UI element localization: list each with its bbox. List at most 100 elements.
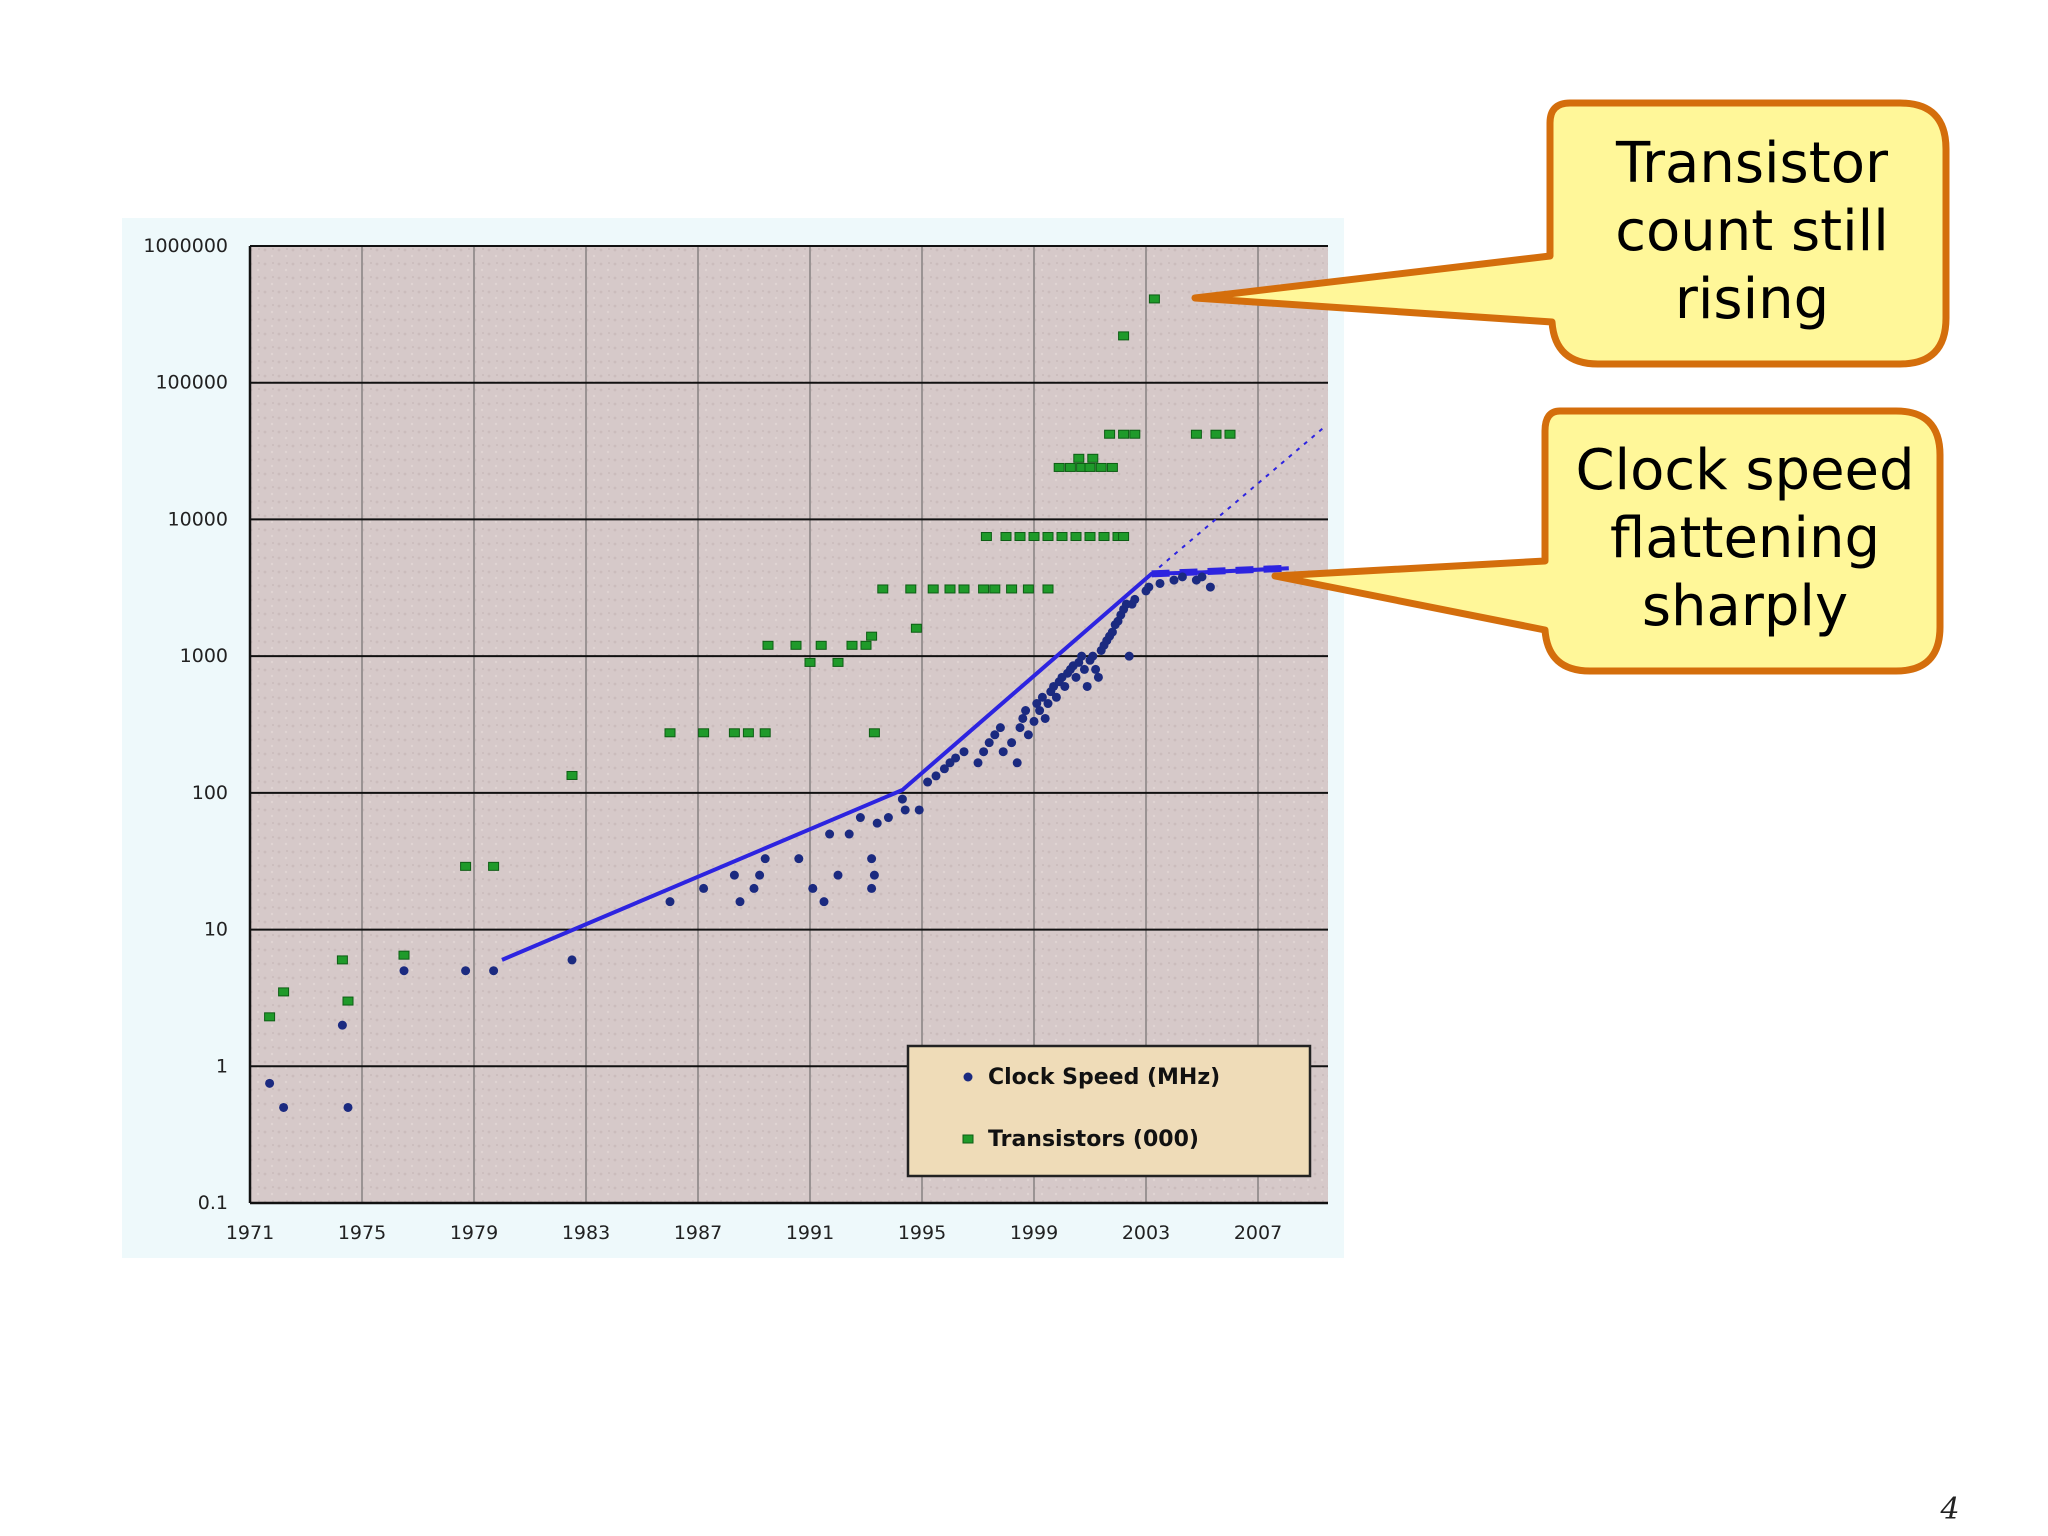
transistor-point bbox=[989, 584, 1001, 594]
clock-point bbox=[900, 805, 910, 815]
clock-point bbox=[1032, 699, 1042, 709]
x-tick-label: 1975 bbox=[338, 1222, 386, 1244]
transistor-point bbox=[1129, 429, 1141, 439]
clock-point bbox=[998, 747, 1008, 757]
transistor-point bbox=[336, 955, 348, 965]
transistor-point bbox=[742, 728, 754, 738]
transistor-point bbox=[1014, 532, 1026, 542]
y-tick-label: 1000 bbox=[180, 645, 228, 667]
transistor-point bbox=[762, 640, 774, 650]
transistor-point bbox=[1095, 462, 1107, 472]
legend-transistor-label: Transistors (000) bbox=[988, 1127, 1199, 1152]
clock-point bbox=[1021, 706, 1031, 716]
clock-point bbox=[951, 753, 961, 763]
clock-point bbox=[567, 955, 577, 965]
transistor-point bbox=[1148, 294, 1160, 304]
transistor-point bbox=[1070, 532, 1082, 542]
clock-point bbox=[867, 854, 877, 864]
clock-point bbox=[833, 870, 843, 880]
clock-point bbox=[755, 870, 765, 880]
transistor-point bbox=[1118, 429, 1130, 439]
transistor-point bbox=[728, 728, 740, 738]
transistor-point bbox=[1098, 532, 1110, 542]
clock-point bbox=[1051, 692, 1061, 702]
clock-point bbox=[872, 818, 882, 828]
clock-point bbox=[1177, 572, 1187, 582]
y-tick-label: 100000 bbox=[155, 372, 228, 394]
clock-point bbox=[931, 771, 941, 781]
clock-point bbox=[825, 829, 835, 839]
clock-point bbox=[1124, 651, 1134, 661]
transistor-point bbox=[978, 584, 990, 594]
clock-point bbox=[489, 966, 499, 976]
transistor-point bbox=[1210, 429, 1222, 439]
clock-point bbox=[343, 1102, 353, 1112]
transistor-point bbox=[1064, 462, 1076, 472]
transistor-point bbox=[958, 584, 970, 594]
y-tick-label: 10 bbox=[204, 919, 228, 941]
clock-point bbox=[1023, 730, 1033, 740]
transistor-point bbox=[1042, 584, 1054, 594]
callout-clock: Clock speed flattening sharply bbox=[1271, 407, 1944, 675]
transistor-point bbox=[944, 584, 956, 594]
transistor-point bbox=[1056, 532, 1068, 542]
clock-point bbox=[1155, 578, 1165, 588]
clock-point bbox=[1077, 651, 1087, 661]
clock-point bbox=[959, 747, 969, 757]
chart-panel: 1971 1975 1979 1983 1987 1991 1995 1999 2003 2007… bbox=[122, 218, 1344, 1258]
transistor-point bbox=[804, 657, 816, 667]
plot-area bbox=[250, 246, 1328, 1203]
transistor-point bbox=[398, 950, 410, 960]
transistor-point bbox=[566, 770, 578, 780]
clock-point bbox=[1018, 713, 1028, 723]
clock-point bbox=[399, 966, 409, 976]
transistor-point bbox=[832, 657, 844, 667]
clock-point bbox=[923, 777, 933, 787]
clock-point bbox=[883, 813, 893, 823]
transistor-point bbox=[759, 728, 771, 738]
transistor-point bbox=[868, 728, 880, 738]
clock-point bbox=[1071, 672, 1081, 682]
y-tick-label: 0.1 bbox=[198, 1192, 228, 1214]
x-tick-label: 1995 bbox=[898, 1222, 946, 1244]
callout-transistor-line-2: count still bbox=[1615, 199, 1889, 264]
clock-point bbox=[794, 854, 804, 864]
callout-clock-line-2: flattening bbox=[1610, 506, 1880, 571]
transistor-point bbox=[927, 584, 939, 594]
transistor-point bbox=[1084, 462, 1096, 472]
transistor-point bbox=[342, 996, 354, 1006]
clock-point bbox=[819, 897, 829, 907]
transistor-point bbox=[1104, 429, 1116, 439]
clock-point bbox=[984, 738, 994, 748]
clock-point bbox=[1130, 594, 1140, 604]
y-tick-label: 1 bbox=[216, 1055, 228, 1077]
clock-point bbox=[844, 829, 854, 839]
transistor-point bbox=[866, 631, 878, 641]
clock-point bbox=[665, 897, 675, 907]
clock-point bbox=[1144, 582, 1154, 592]
clock-point bbox=[735, 897, 745, 907]
x-tick-label: 1991 bbox=[786, 1222, 834, 1244]
clock-point bbox=[973, 758, 983, 768]
clock-point bbox=[1079, 664, 1089, 674]
clock-point bbox=[1040, 713, 1050, 723]
clock-point bbox=[897, 794, 907, 804]
transistor-point bbox=[278, 987, 290, 997]
transistor-point bbox=[698, 728, 710, 738]
callout-clock-line-1: Clock speed bbox=[1575, 438, 1914, 503]
transistor-point bbox=[877, 584, 889, 594]
transistor-point bbox=[1190, 429, 1202, 439]
transistor-point bbox=[905, 584, 917, 594]
transistor-point bbox=[488, 861, 500, 871]
transistor-point bbox=[860, 640, 872, 650]
trend-line-flat bbox=[1151, 564, 1289, 578]
transistor-point bbox=[815, 640, 827, 650]
clock-point bbox=[914, 805, 924, 815]
clock-point bbox=[979, 747, 989, 757]
clock-point bbox=[1029, 716, 1039, 726]
clock-point bbox=[869, 870, 879, 880]
transistor-point bbox=[1000, 532, 1012, 542]
y-tick-label: 1000000 bbox=[143, 235, 228, 257]
clock-point bbox=[1015, 723, 1025, 733]
